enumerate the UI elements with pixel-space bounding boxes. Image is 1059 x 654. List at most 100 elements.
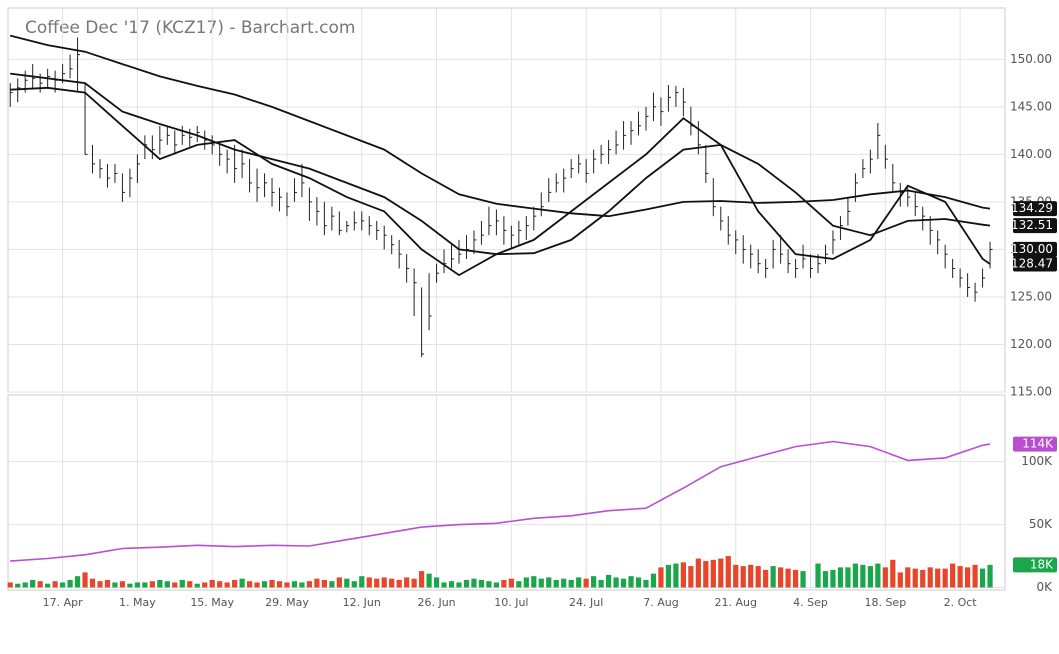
volume-bar — [591, 576, 597, 588]
open-interest-line — [10, 440, 991, 562]
volume-bar — [366, 577, 372, 588]
volume-label-box — [1013, 557, 1057, 573]
volume-bar — [202, 582, 208, 588]
x-tick-label: 21. Aug — [715, 596, 757, 609]
volume-bar — [979, 568, 986, 588]
volume-bar — [957, 566, 963, 588]
volume-bar — [52, 581, 58, 588]
volume-bar — [112, 582, 118, 588]
volume-bar — [246, 581, 253, 588]
volume-bar — [336, 577, 342, 588]
volume-bar — [972, 564, 978, 588]
volume-bar — [598, 579, 604, 588]
volume-bar — [119, 581, 126, 588]
volume-bar — [546, 577, 552, 588]
volume-bar — [164, 581, 170, 588]
volume-bar — [187, 581, 193, 588]
volume-bar — [291, 581, 298, 588]
volume-bar — [673, 563, 679, 588]
x-tick-label: 18. Sep — [864, 596, 906, 609]
volume-bar — [583, 578, 589, 588]
volume-bar — [239, 578, 245, 588]
volume-bar — [30, 579, 36, 588]
volume-bar — [127, 583, 133, 588]
x-tick-label: 7. Aug — [643, 596, 678, 609]
volume-bar — [82, 572, 88, 588]
volume-bar — [157, 579, 163, 588]
volume-bar — [665, 564, 672, 588]
y-tick-label: 150.00 — [1010, 52, 1052, 66]
volume-bar — [261, 581, 268, 588]
volume-bar — [433, 577, 440, 588]
volume-bar — [867, 566, 873, 588]
volume-bar — [209, 579, 215, 588]
volume-bar — [912, 568, 918, 588]
x-tick-label: 10. Jul — [494, 596, 528, 609]
volume-label: 18K — [1030, 557, 1054, 571]
price-label-box — [1013, 218, 1057, 234]
volume-bar — [224, 582, 230, 588]
price-label-box — [1013, 241, 1057, 257]
volume-bar — [561, 578, 567, 588]
volume-bar — [605, 574, 612, 588]
volume-bar — [74, 576, 81, 588]
volume-bar — [568, 579, 574, 588]
volume-bar — [254, 582, 260, 588]
volume-bar — [875, 563, 881, 588]
volume-bar — [97, 581, 103, 588]
x-tick-label: 4. Sep — [793, 596, 828, 609]
volume-bar — [800, 571, 806, 588]
volume-bar — [628, 576, 634, 588]
volume-bar — [194, 583, 200, 588]
volume-bar — [448, 581, 455, 588]
volume-bar — [37, 581, 43, 588]
y-tick-label: 115.00 — [1010, 385, 1052, 399]
volume-bar — [538, 578, 544, 588]
volume-bar — [927, 567, 933, 588]
volume-bar — [389, 578, 395, 588]
volume-bar — [232, 579, 238, 588]
x-tick-label: 17. Apr — [43, 596, 83, 609]
volume-bar — [217, 581, 223, 588]
volume-bar — [523, 577, 529, 588]
volume-bar — [852, 563, 859, 588]
volume-bar — [59, 582, 66, 588]
volume-bar — [426, 573, 432, 588]
volume-bar — [396, 579, 402, 588]
volume-bar — [172, 582, 178, 588]
moving-average — [9, 34, 991, 218]
volume-bar — [890, 559, 896, 588]
volume-bar — [792, 569, 799, 588]
volume-bar — [830, 569, 836, 588]
volume-bar — [411, 578, 417, 588]
moving-average — [10, 72, 991, 256]
volume-bar — [179, 579, 185, 588]
volume-bar — [516, 581, 522, 588]
volume-bar — [695, 558, 701, 588]
volume-tick-label: 50K — [1029, 517, 1053, 531]
volume-bar — [778, 567, 784, 588]
volume-bar — [15, 583, 21, 588]
volume-bar — [635, 577, 642, 588]
x-tick-label: 24. Jul — [569, 596, 603, 609]
volume-bar — [845, 567, 851, 588]
volume-bar — [553, 579, 559, 588]
volume-bar — [703, 561, 709, 588]
volume-bar — [860, 564, 866, 588]
volume-bar — [134, 582, 140, 588]
volume-bar — [441, 582, 447, 588]
volume-bar — [837, 567, 844, 588]
volume-bar — [456, 582, 462, 588]
volume-bar — [643, 579, 649, 588]
volume-bar — [284, 582, 290, 588]
volume-bar — [620, 578, 627, 588]
volume-tick-label: 100K — [1021, 454, 1053, 468]
volume-bar — [763, 569, 769, 588]
x-tick-label: 12. Jun — [343, 596, 381, 609]
price-label-box — [1013, 201, 1057, 217]
y-tick-label: 120.00 — [1010, 337, 1052, 351]
chart-title: Coffee Dec '17 (KCZ17) - Barchart.com — [25, 18, 356, 38]
volume-bar — [650, 573, 657, 588]
volume-bar — [104, 579, 111, 588]
